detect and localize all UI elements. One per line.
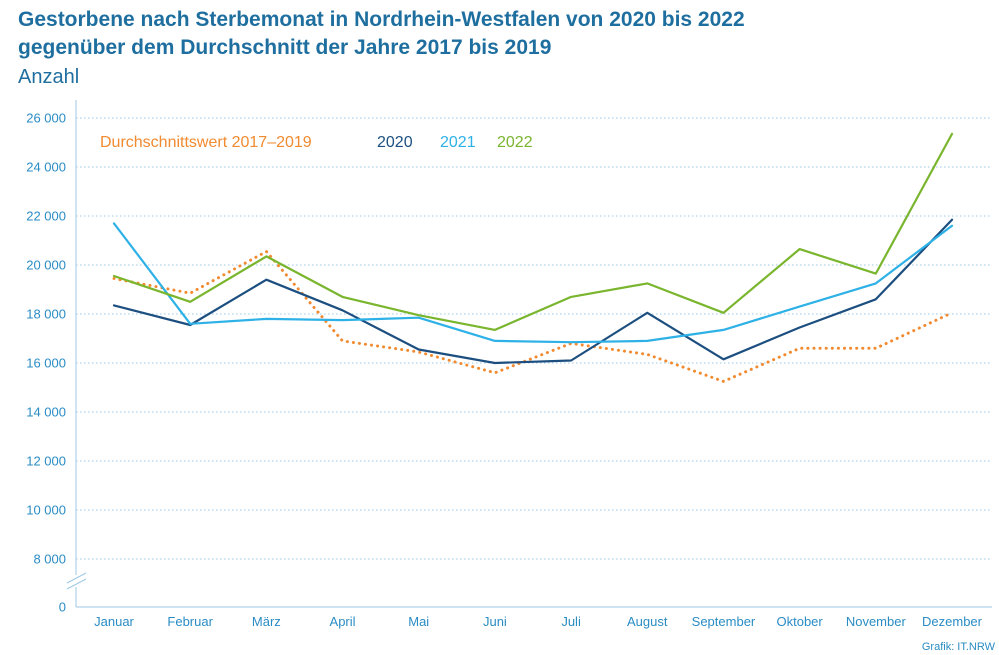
x-tick-label-m-rz: März <box>252 614 281 629</box>
legend-entry-durchschnittswert-2017-2019: Durchschnittswert 2017–2019 <box>100 134 312 151</box>
legend-entry-2021: 2021 <box>440 134 476 151</box>
x-tick-label-mai: Mai <box>408 614 429 629</box>
y-axis-unit-label: Anzahl <box>18 66 80 88</box>
chart-title-line-2: gegenüber dem Durchschnitt der Jahre 201… <box>18 36 552 59</box>
chart-title: Gestorbene nach Sterbemonat in Nordrhein… <box>18 6 745 62</box>
x-tick-label-januar: Januar <box>94 614 134 629</box>
data-series <box>112 132 954 383</box>
chart-title-line-1: Gestorbene nach Sterbemonat in Nordrhein… <box>18 8 745 31</box>
y-tick-label-26000: 26 000 <box>26 111 66 126</box>
y-tick-label-22000: 22 000 <box>26 209 66 224</box>
x-tick-label-juni: Juni <box>483 614 507 629</box>
x-tick-label-oktober: Oktober <box>777 614 824 629</box>
x-tick-label-juli: Juli <box>561 614 581 629</box>
legend-entry-2020: 2020 <box>377 134 413 151</box>
line-chart: 0 8 000 10 000 12 000 14 000 16 000 18 000 20 0… <box>26 100 992 629</box>
y-tick-labels: 0 8 000 10 000 12 000 14 000 16 000 18 000 20 0… <box>26 111 66 615</box>
x-tick-label-april: April <box>330 614 356 629</box>
series-line-2022 <box>112 132 954 331</box>
y-tick-label-12000: 12 000 <box>26 454 66 469</box>
x-tick-label-september: September <box>692 614 756 629</box>
y-axis-break-symbol <box>66 572 87 590</box>
y-tick-label-16000: 16 000 <box>26 356 66 371</box>
x-tick-label-august: August <box>627 614 668 629</box>
x-tick-label-februar: Februar <box>167 614 213 629</box>
y-tick-label-20000: 20 000 <box>26 258 66 273</box>
x-tick-label-dezember: Dezember <box>922 614 983 629</box>
series-line-2020 <box>112 218 954 365</box>
gridlines <box>76 117 992 560</box>
axes <box>66 100 992 608</box>
y-tick-label-14000: 14 000 <box>26 405 66 420</box>
x-tick-labels: Januar Februar März April Mai Juni Juli August S… <box>94 614 983 629</box>
series-line-2021 <box>112 222 954 344</box>
y-tick-label-0: 0 <box>59 600 66 615</box>
legend: Durchschnittswert 2017–2019 2020 2021 2022 <box>100 134 533 151</box>
source-credit: Grafik: IT.NRW <box>921 641 995 653</box>
y-tick-label-10000: 10 000 <box>26 503 66 518</box>
y-tick-label-8000: 8 000 <box>33 552 66 567</box>
y-tick-label-18000: 18 000 <box>26 307 66 322</box>
x-tick-label-november: November <box>846 614 907 629</box>
legend-entry-2022: 2022 <box>497 134 533 151</box>
y-tick-label-24000: 24 000 <box>26 160 66 175</box>
